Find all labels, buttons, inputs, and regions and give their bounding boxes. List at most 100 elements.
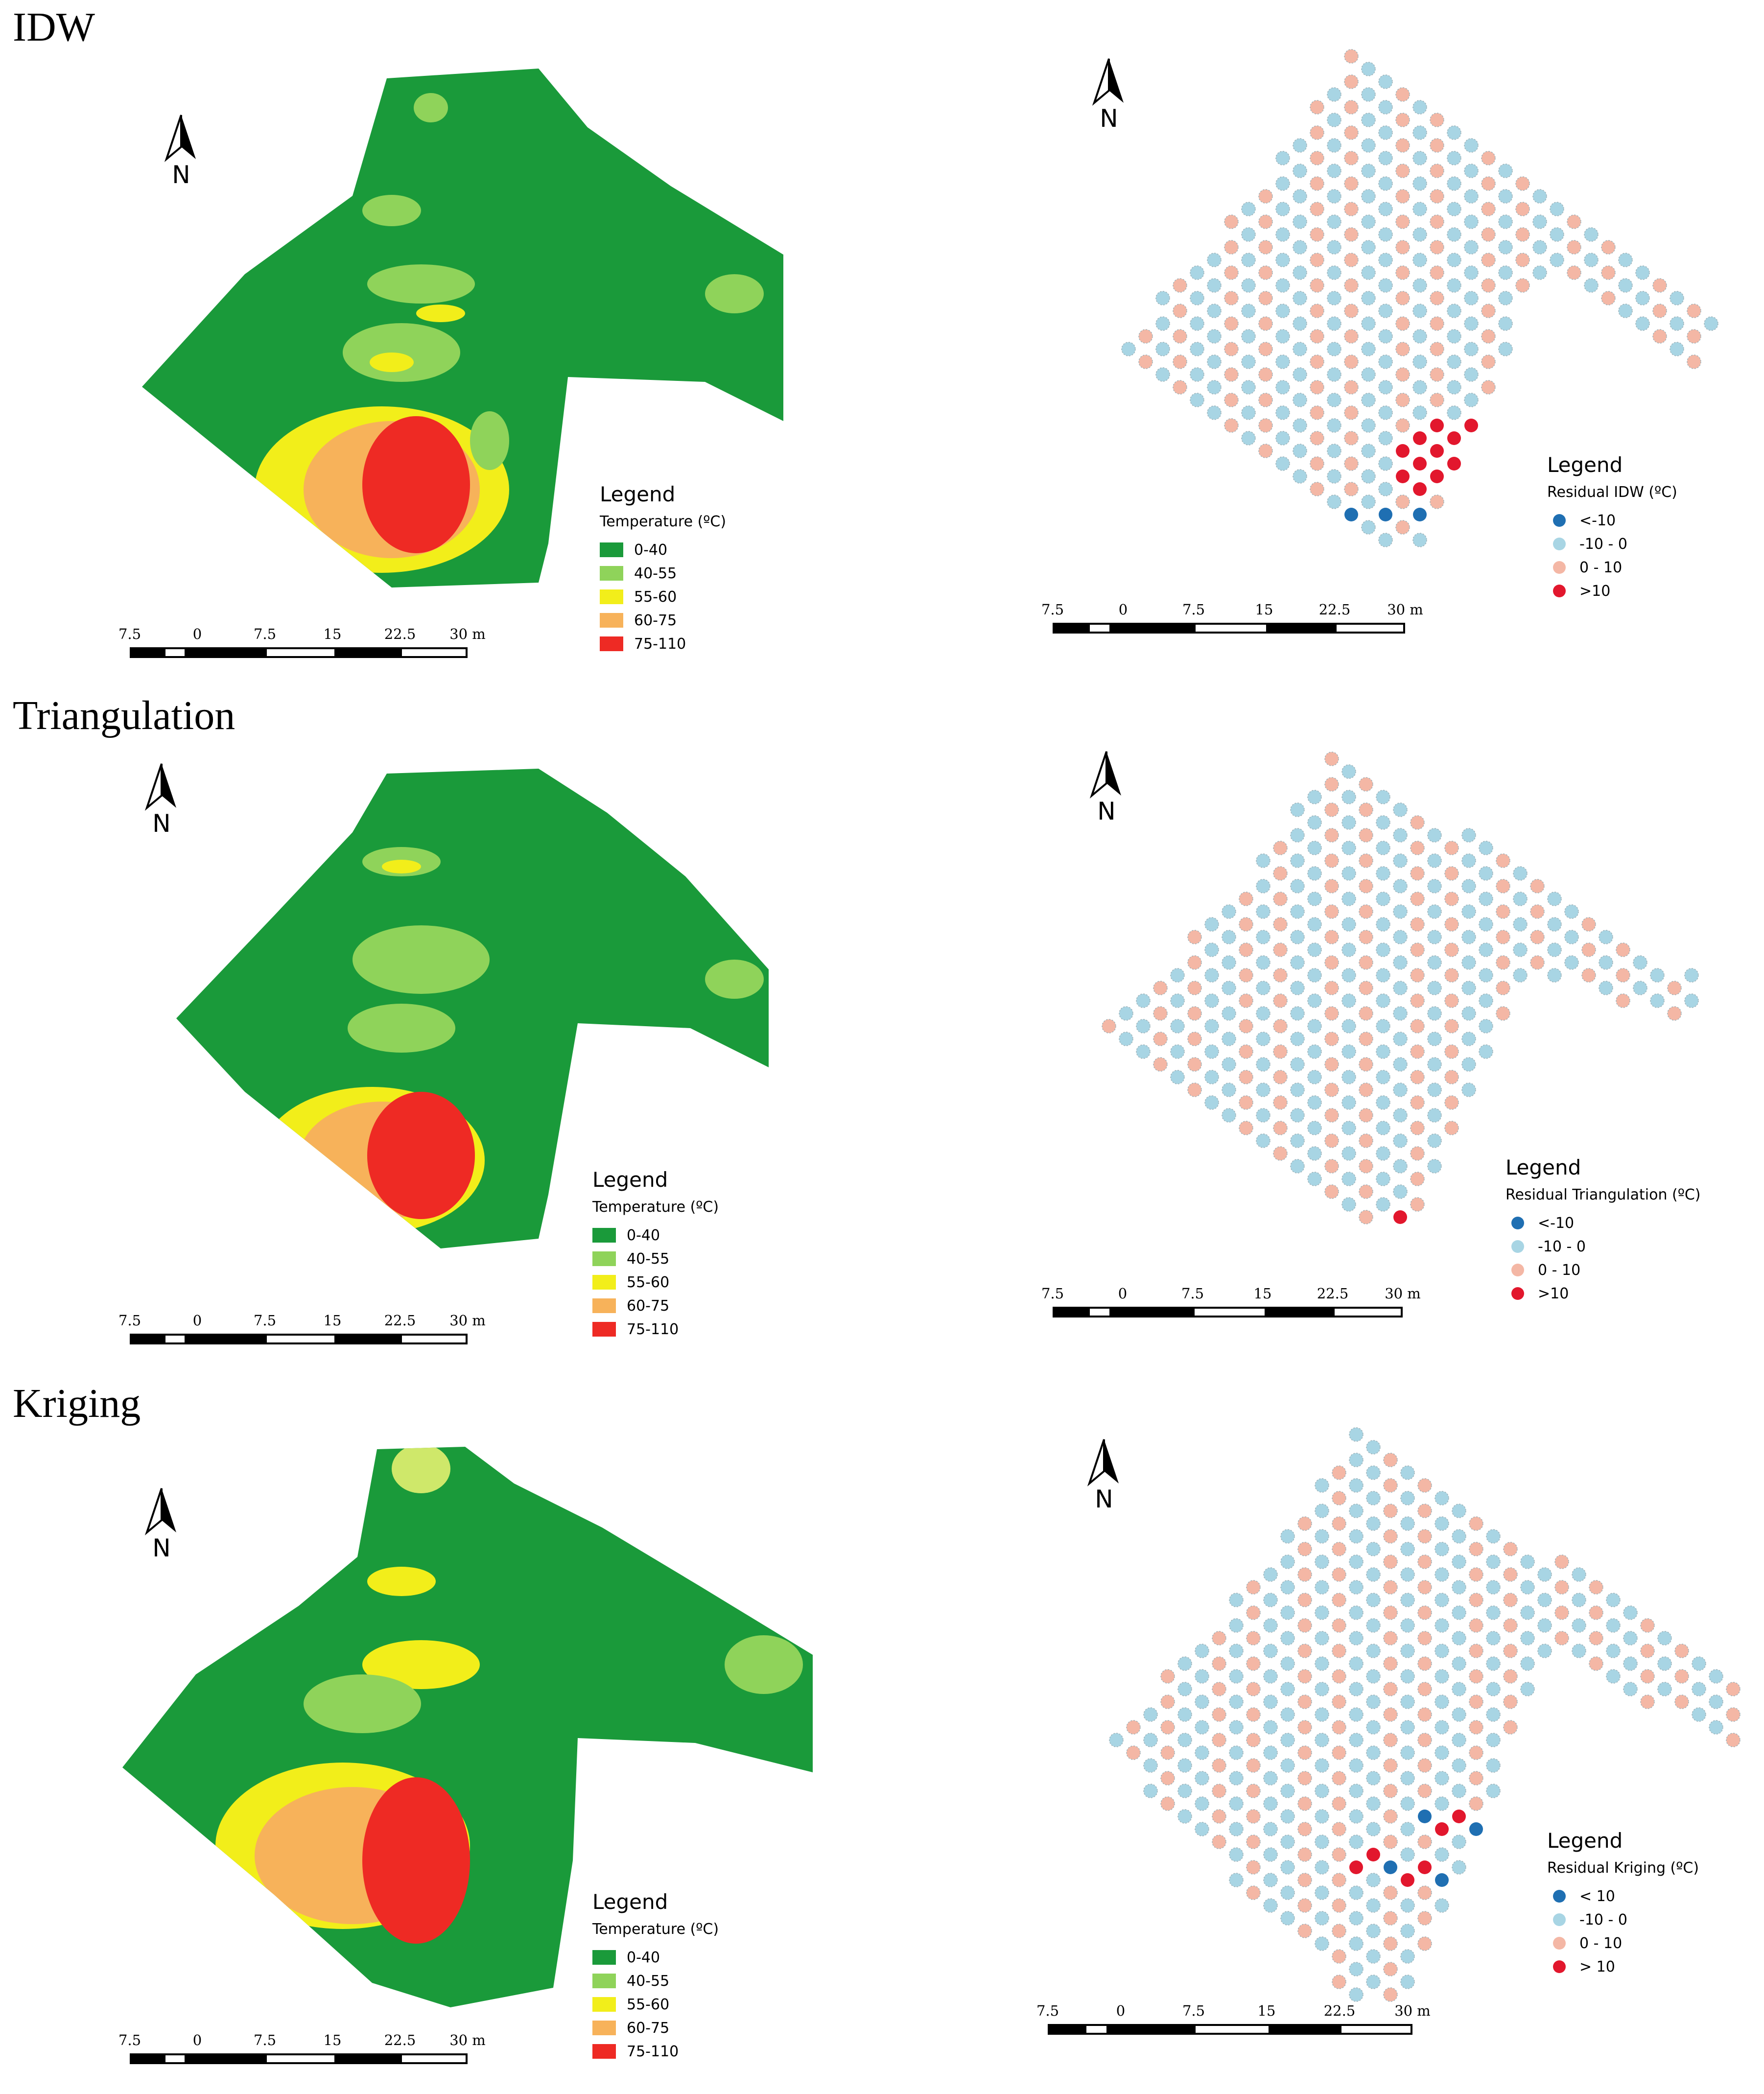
residual-point: [1229, 1873, 1244, 1887]
residual-point: [1359, 1082, 1373, 1097]
residual-point: [1143, 1707, 1158, 1722]
residual-point: [1452, 1605, 1466, 1620]
residual-point: [1204, 1044, 1219, 1059]
residual-point: [1461, 1032, 1476, 1046]
residual-point: [1324, 853, 1339, 868]
residual-point: [1307, 1095, 1322, 1110]
residual-point: [1376, 866, 1390, 881]
residual-point: [1290, 1032, 1305, 1046]
residual-point: [1155, 367, 1170, 382]
scale-tick-label: 7.5: [1036, 2002, 1059, 2019]
residual-point: [1307, 1019, 1322, 1034]
residual-point: [1109, 1733, 1124, 1747]
residual-point: [1430, 367, 1444, 382]
residual-point: [1297, 1516, 1312, 1531]
residual-point: [1273, 942, 1288, 957]
residual-point: [1222, 981, 1236, 995]
residual-point: [1307, 1070, 1322, 1084]
residual-point: [1258, 265, 1273, 280]
legend-swatch: [592, 1251, 616, 1266]
scale-bar-graphic: [1053, 1307, 1403, 1318]
residual-point: [1324, 904, 1339, 919]
residual-point: [1461, 879, 1476, 894]
residual-point: [1275, 354, 1290, 369]
residual-point: [1332, 1567, 1346, 1582]
residual-point: [1246, 1885, 1261, 1900]
residual-point: [1667, 1006, 1682, 1021]
residual-point: [1102, 1019, 1116, 1034]
residual-point: [1229, 1694, 1244, 1709]
scale-bar-graphic: [1053, 623, 1405, 634]
residual-point: [1513, 866, 1528, 881]
legend-item: 60-75: [592, 2016, 719, 2040]
residual-point: [1410, 1070, 1425, 1084]
residual-point: [1496, 879, 1510, 894]
residual-point: [1307, 1044, 1322, 1059]
residual-point: [1530, 879, 1545, 894]
residual-point: [1452, 1554, 1466, 1569]
scale-tick-label: 7.5: [253, 1312, 277, 1329]
scale-bar: 7.5 0 7.5 15 22.5 30 m: [1036, 2002, 1431, 2035]
residual-point: [1687, 354, 1701, 369]
residual-point: [1256, 904, 1270, 919]
residual-point: [1447, 202, 1461, 216]
residual-point: [1435, 1491, 1449, 1506]
residual-point: [1190, 316, 1204, 331]
residual-point: [1479, 892, 1493, 906]
residual-point: [1170, 1070, 1185, 1084]
residual-point: [1359, 981, 1373, 995]
residual-point: [1376, 841, 1390, 855]
residual-point: [1324, 930, 1339, 944]
residual-point: [1361, 494, 1376, 509]
residual-point: [1361, 367, 1376, 382]
scale-tick-label: 15: [323, 626, 342, 642]
residual-point: [1650, 993, 1665, 1008]
residual-point: [1310, 380, 1324, 395]
residual-point: [1447, 125, 1461, 140]
residual-point: [1332, 1694, 1346, 1709]
residual-point: [1461, 828, 1476, 843]
residual-point: [1486, 1707, 1501, 1722]
residual-point: [1393, 981, 1408, 995]
residual-point: [1273, 993, 1288, 1008]
residual-point: [1195, 1822, 1209, 1836]
scale-bar-graphic: [130, 2053, 468, 2064]
residual-point: [1341, 892, 1356, 906]
residual-point: [1652, 304, 1667, 318]
residual-point: [1430, 393, 1444, 407]
residual-point: [1307, 1146, 1322, 1161]
legend-dot: [1553, 1890, 1566, 1903]
residual-point: [1410, 1146, 1425, 1161]
residual-point: [1417, 1936, 1432, 1951]
scale-tick-label: 7.5: [1182, 601, 1205, 618]
legend-label: <-10: [1579, 512, 1616, 529]
residual-point: [1606, 1669, 1621, 1684]
residual-point: [1207, 304, 1222, 318]
residual-point: [1307, 993, 1322, 1008]
residual-point: [1503, 1542, 1518, 1556]
residual-point: [1393, 1108, 1408, 1123]
residual-point: [1444, 968, 1459, 983]
residual-point: [1461, 955, 1476, 970]
residual-point: [1290, 853, 1305, 868]
residual-point: [1315, 1656, 1329, 1671]
residual-point: [1383, 1809, 1398, 1824]
residual-point: [1464, 138, 1479, 153]
residual-point: [1344, 49, 1359, 64]
residual-point: [1195, 1796, 1209, 1811]
residual-point: [1447, 431, 1461, 445]
residual-point: [1503, 1644, 1518, 1658]
residual-point: [1486, 1631, 1501, 1646]
residual-point: [1239, 1019, 1253, 1034]
residual-point: [1400, 1669, 1415, 1684]
residual-point: [1395, 113, 1410, 127]
residual-point: [1258, 418, 1273, 433]
residual-point: [1376, 790, 1390, 804]
residual-point: [1207, 278, 1222, 293]
scale-bar: 7.5 0 7.5 15 22.5 30 m: [118, 1312, 486, 1344]
residual-point: [1709, 1720, 1723, 1735]
residual-point: [1427, 828, 1442, 843]
residual-point: [1461, 904, 1476, 919]
residual-point: [1341, 1019, 1356, 1034]
residual-point: [1412, 253, 1427, 267]
